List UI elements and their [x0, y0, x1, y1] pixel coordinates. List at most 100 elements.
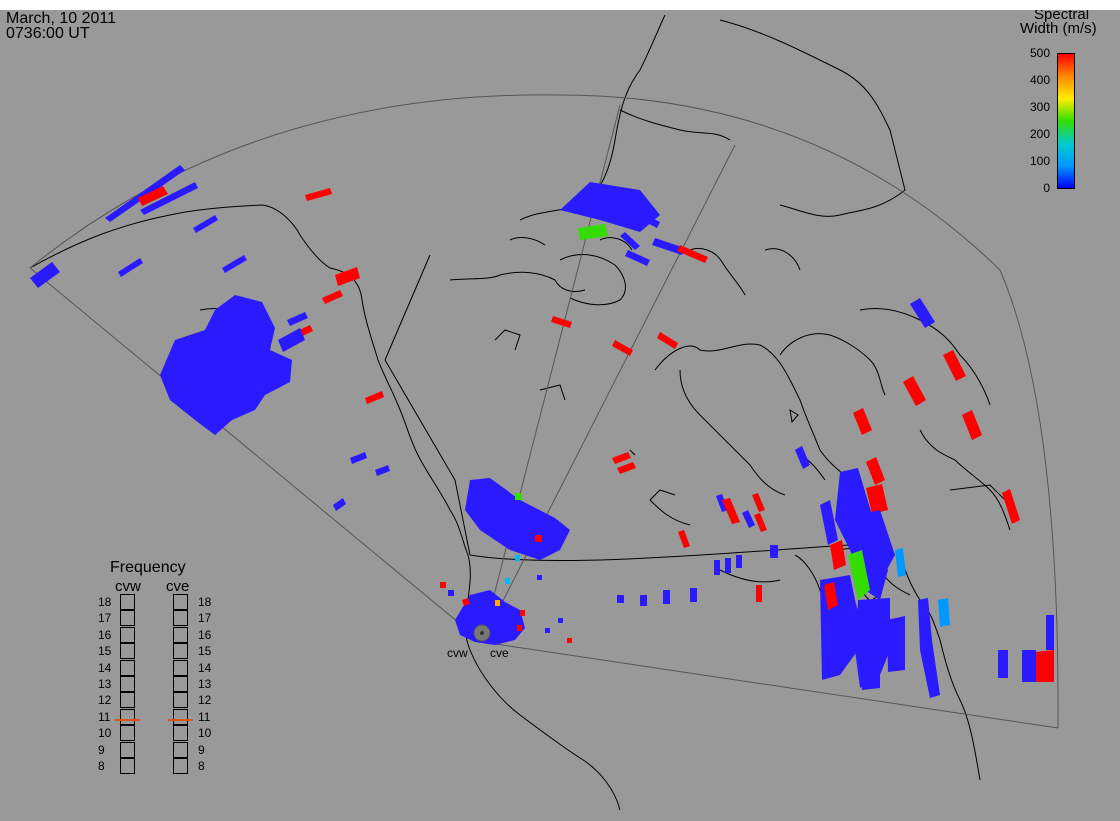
frequency-scale-label: 16 [98, 627, 112, 642]
frequency-cell [120, 758, 135, 774]
echo-cell [193, 215, 218, 233]
frequency-scale-label: 13 [98, 677, 112, 691]
echo-cell [365, 391, 384, 404]
frequency-scale-label: 13 [198, 677, 212, 691]
frequency-scale-label: 12 [198, 693, 212, 708]
frequency-scale-label: 18 [198, 595, 212, 609]
echo-cell [820, 500, 838, 545]
frequency-scale-label: 14 [98, 660, 112, 675]
echo-cell [853, 408, 872, 435]
frequency-cell [120, 741, 135, 758]
echo-cell [515, 493, 522, 500]
echo-cell [558, 618, 563, 623]
frequency-cell [120, 659, 135, 676]
echo-cell [462, 598, 470, 606]
radar-site-label-cvw: cvw [447, 646, 468, 660]
echo-cell [440, 582, 446, 588]
echo-cell [305, 188, 332, 201]
echo-cell [140, 182, 198, 215]
frequency-cell [120, 708, 135, 725]
echo-cell [637, 212, 660, 228]
echo-cell [1022, 650, 1036, 682]
echo-cell [918, 598, 940, 698]
echo-cell [335, 267, 360, 286]
frequency-cell [173, 708, 188, 725]
map-panel: March, 10 2011 0736:00 UT Spectral Width… [0, 10, 1120, 821]
frequency-scale-label: 10 [198, 726, 212, 741]
date-label: March, 10 2011 [6, 10, 116, 27]
frequency-cell [173, 741, 188, 758]
echo-cell [567, 638, 572, 643]
frequency-title: Frequency [110, 559, 186, 576]
frequency-cell [120, 692, 135, 709]
frequency-cell [120, 610, 135, 627]
echo-cell [1046, 615, 1054, 650]
echo-cell [677, 245, 708, 263]
frequency-cell [120, 626, 135, 643]
echo-cell [860, 658, 880, 690]
echo-cell [560, 182, 660, 232]
echo-cell [998, 650, 1008, 678]
colorbar-tick-label: 100 [1029, 154, 1050, 168]
colorbar-tick-label: 200 [1029, 127, 1050, 141]
frequency-cell [120, 725, 135, 742]
frequency-scale-label: 11 [198, 709, 211, 724]
echo-cell [333, 498, 346, 511]
echo-cell [943, 350, 966, 381]
echo-cell [866, 457, 885, 485]
echo-cell [652, 238, 685, 255]
radar-site-dot [480, 631, 484, 635]
echo-cell [690, 588, 697, 602]
frequency-scale-label: 12 [98, 693, 112, 708]
echo-cell [795, 446, 810, 469]
radar-site-label-cve: cve [490, 646, 509, 660]
echo-cell [830, 540, 846, 570]
echo-cell [848, 550, 870, 600]
radar-label-cvw-frequency: cvw [115, 578, 141, 595]
frequency-scale-label: 16 [198, 627, 212, 642]
echo-cell [678, 530, 690, 548]
echo-cell [105, 165, 185, 222]
frequency-scale-label: 8 [198, 759, 205, 773]
echo-cell [535, 535, 542, 542]
coastlines [29, 14, 1011, 811]
echo-cell [617, 595, 624, 603]
echo-cell [866, 484, 888, 514]
echo-cell [725, 558, 731, 573]
echo-cell [612, 452, 631, 464]
echo-cell [118, 258, 143, 277]
frequency-scale-label: 10 [98, 726, 112, 741]
echo-cell [770, 545, 778, 558]
echo-cell [30, 262, 60, 288]
echo-cell [455, 590, 525, 645]
echo-cell [716, 494, 728, 512]
frequency-scale-label: 8 [98, 759, 105, 773]
echo-cell [551, 316, 572, 328]
echo-cell [756, 585, 762, 602]
frequency-scale-label: 18 [98, 595, 112, 609]
frequency-cell [173, 594, 188, 610]
echo-cell [505, 578, 510, 584]
frequency-scale-label: 15 [98, 644, 112, 659]
frequency-scale-label: 11 [98, 709, 111, 724]
echo-cell [714, 560, 720, 575]
frequency-cell [120, 676, 135, 692]
frequency-cell [173, 676, 188, 692]
frequency-scale-label: 9 [98, 742, 105, 757]
echo-cell [938, 598, 950, 627]
echo-cell [160, 295, 292, 435]
echo-cell [910, 298, 935, 328]
frequency-cell [173, 643, 188, 660]
colorbar-tick-label: 300 [1029, 100, 1050, 114]
time-label: 0736:00 UT [6, 25, 90, 42]
echo-cell [962, 410, 982, 440]
echo-cell [287, 312, 308, 326]
echo-cell [736, 555, 742, 568]
echo-cells [30, 165, 1054, 698]
echo-cell [754, 513, 767, 532]
frequency-scale-label: 17 [98, 611, 112, 626]
echo-cell [515, 555, 520, 561]
echo-cell [350, 452, 367, 464]
echo-cell [495, 600, 500, 606]
frequency-marker-cvw [115, 719, 140, 722]
